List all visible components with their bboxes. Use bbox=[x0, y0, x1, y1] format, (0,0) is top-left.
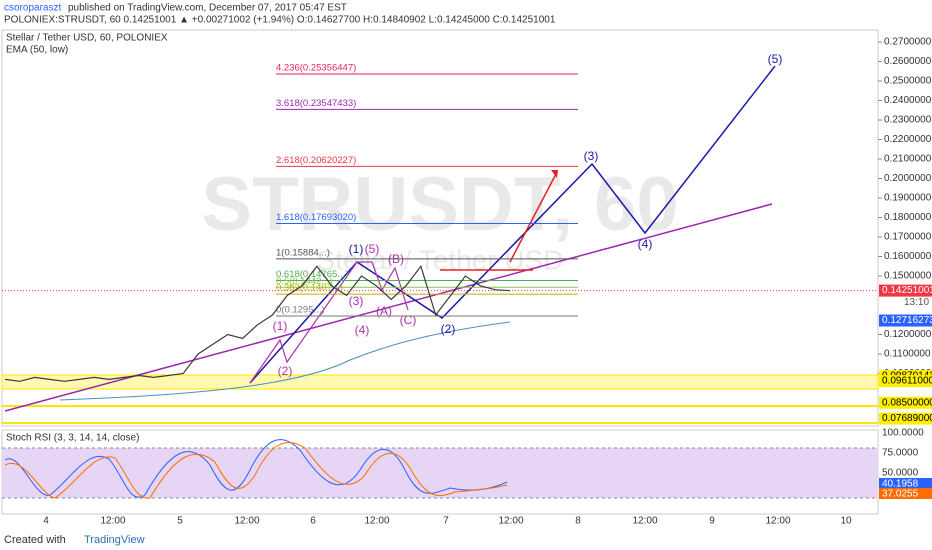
stoch-tick: 100.0000 bbox=[882, 428, 924, 439]
price-badge bbox=[879, 412, 932, 425]
stoch-title: Stoch RSI (3, 3, 14, 14, close) bbox=[6, 433, 139, 444]
wave-line bbox=[249, 65, 776, 384]
stoch-k bbox=[4, 439, 508, 498]
price-badge bbox=[879, 396, 932, 409]
time-label: 6 bbox=[310, 516, 316, 527]
ohlc: POLONIEX:STRUSDT, 60 0.14251001 ▲ +0.002… bbox=[4, 15, 556, 26]
time-label: 12:00 bbox=[765, 516, 790, 527]
time-label: 12:00 bbox=[632, 516, 657, 527]
watermark: STRUSDT, 60 bbox=[201, 162, 678, 247]
wave-label: (A) bbox=[376, 304, 392, 318]
price-tick-label: 0.1100000 bbox=[884, 349, 931, 360]
price-badge-label: 0.07689000 bbox=[882, 413, 932, 424]
fib-label: 2.618(0.20620227) bbox=[276, 155, 356, 166]
fib-label: 1.618(0.17693020) bbox=[276, 212, 356, 223]
price-tick-label: 0.2600000 bbox=[884, 56, 932, 67]
stoch-band bbox=[2, 448, 878, 498]
price-tick-label: 0.1500000 bbox=[884, 271, 932, 282]
fib-label: 0.382(0.1407...) bbox=[276, 283, 343, 294]
time-label: 9 bbox=[709, 516, 715, 527]
indicator: EMA (50, low) bbox=[6, 45, 68, 56]
main-pane bbox=[1, 29, 879, 427]
price-badge bbox=[879, 284, 932, 297]
ema bbox=[59, 321, 511, 401]
price-tick-label: 0.2300000 bbox=[884, 115, 932, 126]
wave-label: (2) bbox=[278, 364, 293, 378]
footer-brand[interactable]: TradingView bbox=[84, 534, 145, 546]
stoch-tick: 75.0000 bbox=[882, 448, 919, 459]
price-badge bbox=[879, 375, 932, 388]
wave-labels: (1)(2)(3)(4)(5)(1)(2)(3)(4)(5)(A)(B)(C) bbox=[273, 52, 783, 378]
price-badge bbox=[879, 314, 932, 327]
wave-label: (5) bbox=[365, 242, 380, 256]
countdown: 13:10 bbox=[904, 297, 929, 308]
wave-label: (1) bbox=[273, 319, 288, 333]
price-badge-label: 0.12716273 bbox=[882, 315, 932, 326]
fib-label: 1(0.15884...) bbox=[276, 247, 330, 258]
price-badge-label: 0.08500000 bbox=[882, 397, 932, 408]
time-label: 12:00 bbox=[234, 516, 259, 527]
fib-label: 4.236(0.25356447) bbox=[276, 63, 356, 74]
stoch-k-value: 40.1958 bbox=[882, 479, 919, 490]
fib-label: 3.618(0.23547433) bbox=[276, 98, 356, 109]
time-label: 7 bbox=[443, 516, 449, 527]
time-label: 10 bbox=[840, 516, 852, 527]
wave-label: (5) bbox=[768, 52, 783, 66]
badge bbox=[879, 478, 932, 489]
time-label: 12:00 bbox=[364, 516, 389, 527]
time-axis: 4 12:00 5 12:00 6 12:00 7 12:00 8 12:00 9 12:00 10 bbox=[43, 516, 852, 527]
fib-label: 0(0.1295...) bbox=[276, 304, 325, 315]
stoch-tick: 50.0000 bbox=[882, 468, 919, 479]
price-badge-label: 0.09611000 bbox=[882, 376, 932, 387]
price-tick-label: 0.2200000 bbox=[884, 134, 932, 145]
time-label: 8 bbox=[575, 516, 581, 527]
price-tick-label: 0.2500000 bbox=[884, 76, 932, 87]
price-tick-label: 0.1700000 bbox=[884, 232, 932, 243]
wave-label: (3) bbox=[349, 294, 364, 308]
time-label: 4 bbox=[43, 516, 49, 527]
price-badge-label: 0.14251001 bbox=[882, 285, 932, 296]
stoch-d-value: 37.0255 bbox=[882, 489, 919, 500]
wave-label: (C) bbox=[400, 313, 417, 327]
wave-label: (4) bbox=[638, 237, 653, 251]
price-tick-label: 0.2100000 bbox=[884, 154, 932, 165]
arrow-head bbox=[551, 170, 558, 178]
price-tick-label: 0.2400000 bbox=[884, 95, 932, 106]
fib-label: 0.618(0.14765...) bbox=[276, 269, 348, 280]
price-tick-label: 0.1800000 bbox=[884, 212, 932, 223]
time-label: 5 bbox=[177, 516, 183, 527]
time-label: 12:00 bbox=[100, 516, 125, 527]
price-tick-label: 0.1900000 bbox=[884, 193, 932, 204]
stoch-d bbox=[4, 442, 508, 499]
user[interactable]: csoroparaszt bbox=[4, 3, 61, 14]
time-label: 12:00 bbox=[498, 516, 523, 527]
price-tick-label: 0.2700000 bbox=[884, 37, 932, 48]
price-tick-label: 0.1600000 bbox=[884, 251, 932, 262]
wave-label: (1) bbox=[349, 242, 364, 256]
subwave-line bbox=[249, 261, 409, 384]
price-tick-label: 0.1200000 bbox=[884, 329, 932, 340]
wave-label: (4) bbox=[355, 323, 370, 337]
arrow bbox=[509, 171, 558, 263]
price-line bbox=[4, 265, 511, 382]
zone bbox=[1, 374, 879, 390]
fib-label: 0.5(0.1442...) bbox=[276, 276, 333, 287]
symbol: Stellar / Tether USD, 60, POLONIEX bbox=[6, 33, 168, 44]
wave-label: (3) bbox=[584, 149, 599, 163]
footer-created: Created with bbox=[4, 534, 66, 546]
price-tick-label: 0.2000000 bbox=[884, 173, 932, 184]
wave-label: (2) bbox=[441, 322, 456, 336]
published: published on TradingView.com, December 0… bbox=[68, 3, 347, 14]
badge bbox=[879, 488, 932, 499]
